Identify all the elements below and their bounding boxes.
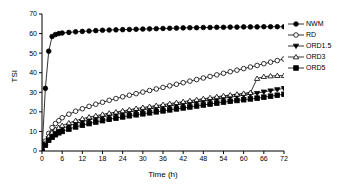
html-text:NWM: NWM [306, 20, 324, 27]
svg-text:50: 50 [29, 50, 37, 57]
svg-text:36: 36 [159, 155, 167, 162]
svg-text:66: 66 [260, 155, 268, 162]
svg-text:TSI: TSI [10, 70, 19, 82]
svg-text:40: 40 [29, 69, 37, 76]
html-text:ORD5: ORD5 [306, 64, 326, 71]
svg-text:12: 12 [78, 155, 86, 162]
html-text:RD: RD [306, 31, 317, 38]
svg-text:Time (h): Time (h) [148, 170, 178, 179]
svg-text:72: 72 [280, 155, 288, 162]
svg-text:60: 60 [240, 155, 248, 162]
svg-text:48: 48 [199, 155, 207, 162]
svg-text:18: 18 [99, 155, 107, 162]
svg-text:20: 20 [29, 108, 37, 115]
svg-text:54: 54 [220, 155, 228, 162]
svg-text:10: 10 [29, 128, 37, 135]
html-text:ORD1.5: ORD1.5 [306, 42, 332, 49]
svg-text:70: 70 [29, 10, 37, 17]
svg-text:6: 6 [60, 155, 64, 162]
svg-text:0: 0 [33, 147, 37, 154]
html-text:ORD3: ORD3 [306, 53, 326, 60]
svg-text:60: 60 [29, 30, 37, 37]
svg-text:30: 30 [139, 155, 147, 162]
svg-text:42: 42 [179, 155, 187, 162]
svg-text:30: 30 [29, 89, 37, 96]
svg-text:0: 0 [40, 155, 44, 162]
svg-text:24: 24 [119, 155, 127, 162]
